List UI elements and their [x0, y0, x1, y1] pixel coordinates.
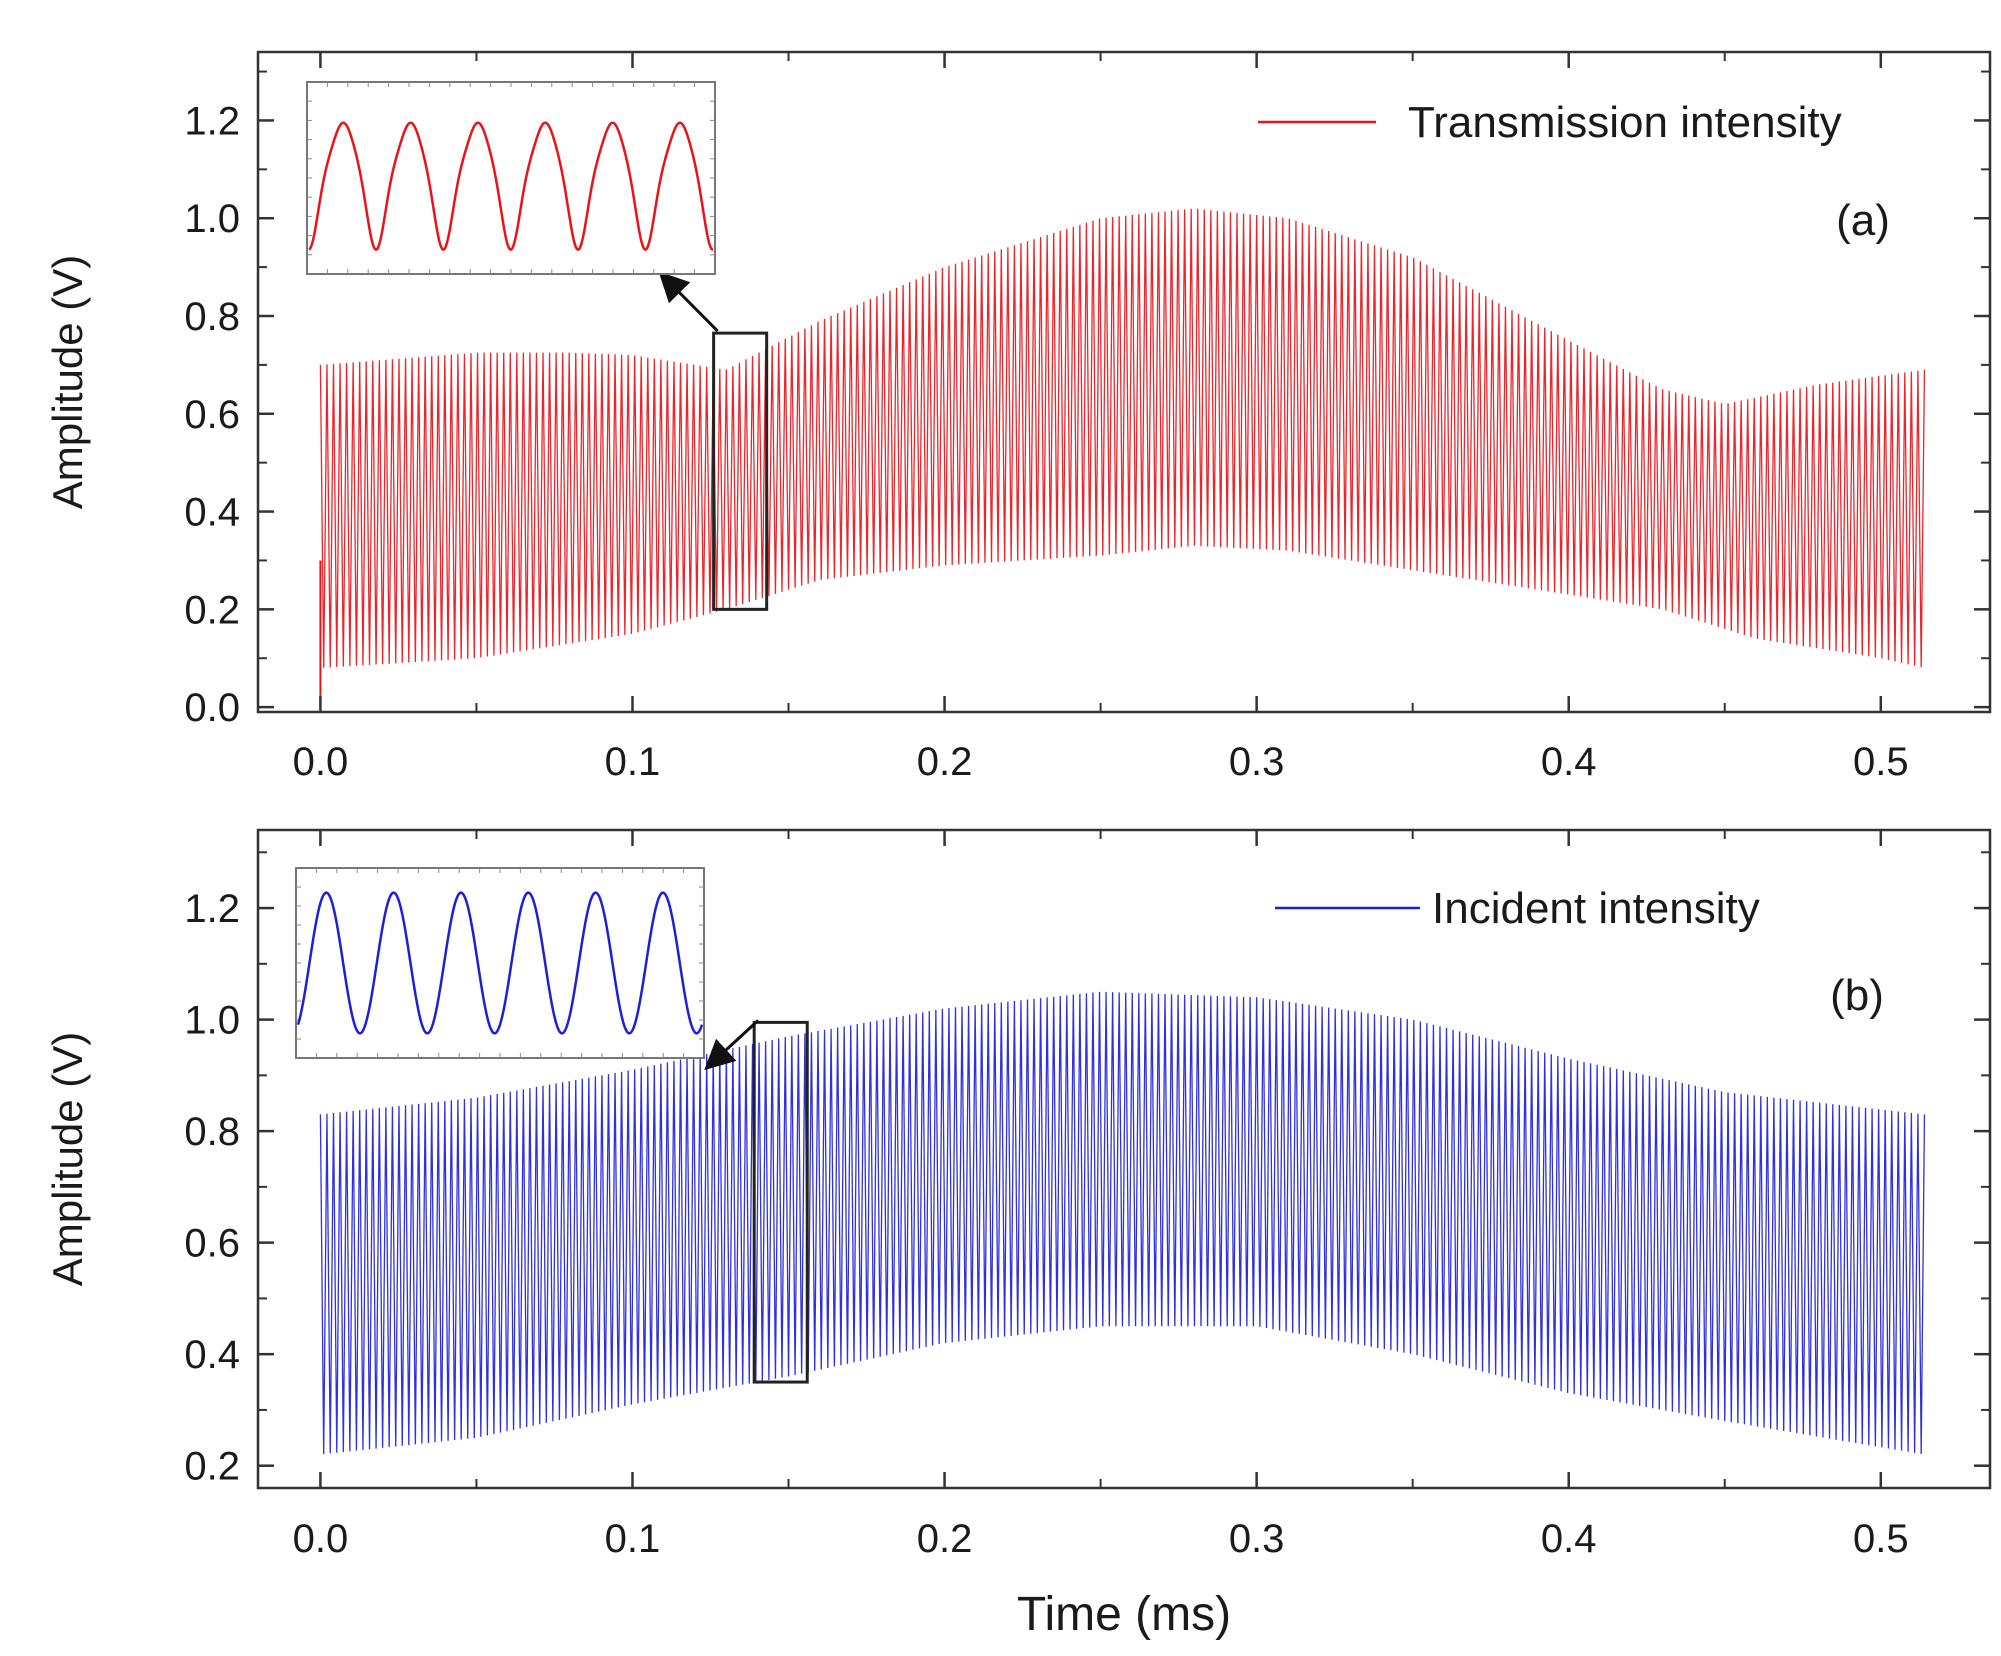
incident-legend-label: Incident intensity [1432, 884, 1760, 933]
a-inset-wave [308, 121, 714, 251]
panel-b-inset [295, 867, 705, 1059]
b-xtick-label: 0.4 [1541, 1517, 1597, 1561]
panel-a-y-axis-label: Amplitude (V) [44, 255, 91, 509]
panel-a-zoom-arrow [658, 271, 719, 333]
a-ytick-label: 0.8 [184, 295, 240, 339]
a-xtick-label: 0.1 [605, 740, 661, 784]
panel-b-ticks: 0.0 0.1 0.2 0.3 0.4 0.5 0.2 0.4 0.6 0.8 1.0 1.2 [184, 830, 1990, 1561]
panel-b-label: (b) [1830, 971, 1884, 1020]
a-ytick-label: 0.2 [184, 588, 240, 632]
a-xtick-label: 0.3 [1229, 740, 1285, 784]
a-ytick-label: 0.4 [184, 491, 240, 535]
panel-b-zoom-box [752, 1020, 809, 1384]
b-ytick-label: 0.6 [184, 1222, 240, 1266]
b-ytick-label: 1.2 [184, 887, 240, 931]
panel-a-plot-frame [256, 50, 1992, 714]
a-ytick-label: 0.6 [184, 393, 240, 437]
a-xtick-label: 0.4 [1541, 740, 1597, 784]
a-ytick-label: 1.0 [184, 197, 240, 241]
a-xtick-label: 0.2 [917, 740, 973, 784]
b-ytick-label: 0.8 [184, 1110, 240, 1154]
panel-b-zoom-arrow [704, 1019, 760, 1071]
panel-b-plot-frame [256, 828, 1992, 1490]
transmission-legend-label: Transmission intensity [1408, 98, 1842, 147]
b-ytick-label: 1.0 [184, 999, 240, 1043]
a-ytick-label: 1.2 [184, 99, 240, 143]
panel-a-ticks: 0.0 0.1 0.2 0.3 0.4 0.5 0.0 0.2 0.4 0.6 0.8 1.0 1.2 [184, 52, 1990, 784]
b-inset-wave [296, 891, 704, 1035]
b-xtick-label: 0.3 [1229, 1517, 1285, 1561]
b-xtick-label: 0.1 [605, 1517, 661, 1561]
b-ytick-label: 0.2 [184, 1445, 240, 1489]
panel-a: 0.0 0.1 0.2 0.3 0.4 0.50.00.20.40.60.81.01.2 … [44, 50, 1992, 784]
x-axis-label: Time (ms) [1017, 1588, 1231, 1641]
panel-a-label: (a) [1836, 196, 1890, 245]
panel-b: 0.0 0.1 0.2 0.3 0.4 0.5 0.2 0.4 0.6 0.8 1.0 1.2 Inc… [44, 828, 1992, 1561]
b-xtick-label: 0.2 [917, 1517, 973, 1561]
b-ytick-label: 0.4 [184, 1333, 240, 1377]
b-xtick-label: 0.5 [1853, 1517, 1909, 1561]
b-xtick-label: 0.0 [293, 1517, 349, 1561]
transmission-signal [319, 208, 1926, 708]
a-inset-frame [306, 81, 716, 275]
panel-a-inset [306, 81, 716, 275]
a-xtick-label: 0.5 [1853, 740, 1909, 784]
a-xtick-label: 0.0 [293, 740, 349, 784]
panel-b-y-axis-label: Amplitude (V) [44, 1032, 91, 1286]
a-ytick-label: 0.0 [184, 686, 240, 730]
b-signal-line [319, 991, 1926, 1455]
panel-a-zoom-box [712, 331, 769, 611]
incident-signal [319, 991, 1926, 1455]
a-signal-line [319, 208, 1926, 668]
